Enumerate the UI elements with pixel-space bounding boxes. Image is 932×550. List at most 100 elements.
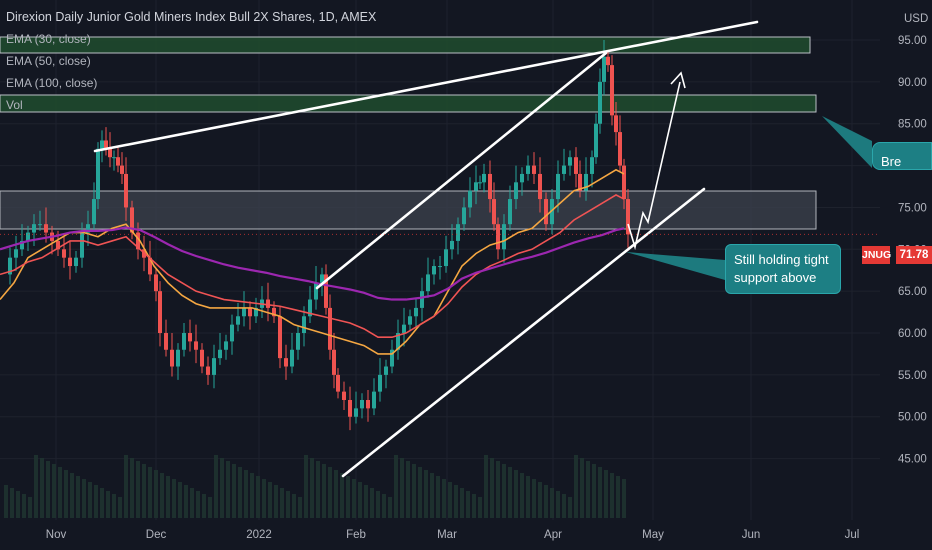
candle-body (426, 274, 430, 292)
candle-body (462, 207, 466, 225)
candle-body (342, 391, 346, 400)
candle-body (336, 374, 340, 392)
volume-bar (46, 461, 50, 518)
candle-body (514, 182, 518, 200)
volume-bar (370, 488, 374, 518)
candle-body (622, 165, 626, 200)
volume-bar (484, 455, 488, 518)
candle-body (100, 140, 104, 149)
volume-bar (502, 464, 506, 518)
volume-bar (340, 473, 344, 518)
volume-bar (106, 491, 110, 518)
candle-body (74, 257, 78, 267)
candle-body (432, 266, 436, 275)
legend-ema50[interactable]: EMA (50, close) (6, 54, 91, 68)
candle-body (538, 173, 542, 200)
volume-bar (430, 473, 434, 518)
volume-bar (100, 488, 104, 518)
candle-body (438, 266, 442, 268)
x-tick-label: Feb (346, 529, 366, 541)
volume-bar (436, 476, 440, 518)
candle-body (502, 224, 506, 250)
volume-bar (376, 491, 380, 518)
volume-bar (574, 455, 578, 518)
candle-body (618, 132, 622, 166)
candle-body (450, 240, 454, 250)
volume-bar (424, 470, 428, 518)
volume-bar (256, 476, 260, 518)
x-tick-label: Dec (146, 529, 167, 541)
breakout-callout[interactable]: Bre (872, 142, 932, 170)
volume-bar (94, 485, 98, 518)
candle-body (242, 307, 246, 317)
candle-body (254, 307, 258, 317)
legend-volume[interactable]: Vol (6, 98, 23, 112)
candle-body (308, 299, 312, 317)
candle-body (584, 173, 588, 191)
candle-body (508, 199, 512, 225)
candle-body (272, 307, 276, 317)
volume-bar (34, 455, 38, 518)
volume-bar (10, 488, 14, 518)
volume-bar (544, 485, 548, 518)
x-tick-label: Nov (46, 529, 67, 541)
volume-bar (460, 488, 464, 518)
y-tick-label: 90.00 (898, 77, 927, 89)
volume-bar (220, 458, 224, 518)
axis-currency: USD (904, 13, 928, 25)
candle-body (478, 182, 482, 184)
candle-body (68, 257, 72, 267)
y-tick-label: 95.00 (898, 35, 927, 47)
volume-bar (274, 485, 278, 518)
volume-bar (586, 461, 590, 518)
volume-bar (538, 482, 542, 518)
volume-bar (592, 464, 596, 518)
candle-body (360, 399, 364, 409)
candle-body (474, 182, 478, 191)
candle-body (26, 232, 30, 241)
volume-bar (334, 470, 338, 518)
candle-body (526, 165, 530, 174)
candle-body (296, 333, 300, 350)
volume-bar (52, 464, 56, 518)
volume-bar (526, 476, 530, 518)
volume-bar (76, 476, 80, 518)
volume-bar (22, 494, 26, 518)
candle-body (378, 374, 382, 392)
volume-bar (268, 482, 272, 518)
legend-ema100[interactable]: EMA (100, close) (6, 76, 98, 90)
lower-channel-line (341, 187, 706, 478)
candle-body (420, 291, 424, 308)
volume-bar (466, 491, 470, 518)
candle-body (578, 173, 582, 191)
candle-body (562, 165, 566, 174)
volume-bar (166, 476, 170, 518)
chart-title: Direxion Daily Junior Gold Miners Index … (6, 10, 377, 24)
support-callout[interactable]: Still holding tight support above (725, 244, 841, 294)
x-tick-label: Jul (845, 529, 860, 541)
volume-bar (394, 455, 398, 518)
candle-body (104, 140, 108, 149)
volume-bar (610, 473, 614, 518)
volume-bar (382, 494, 386, 518)
volume-bar (406, 461, 410, 518)
volume-bar (346, 476, 350, 518)
volume-bar (556, 491, 560, 518)
volume-bar (616, 476, 620, 518)
candle-body (598, 81, 602, 124)
ema50-line (0, 193, 625, 339)
candle-body (626, 199, 630, 235)
volume-bar (622, 479, 626, 518)
candle-body (112, 157, 116, 159)
legend-ema30[interactable]: EMA (30, close) (6, 32, 91, 46)
candle-body (218, 349, 222, 359)
volume-bar (604, 470, 608, 518)
volume-bar (514, 470, 518, 518)
candle-body (158, 291, 162, 334)
candle-body (182, 333, 186, 350)
candle-body (32, 224, 36, 233)
candle-body (324, 274, 328, 308)
candle-body (614, 115, 618, 133)
candle-body (148, 257, 152, 275)
